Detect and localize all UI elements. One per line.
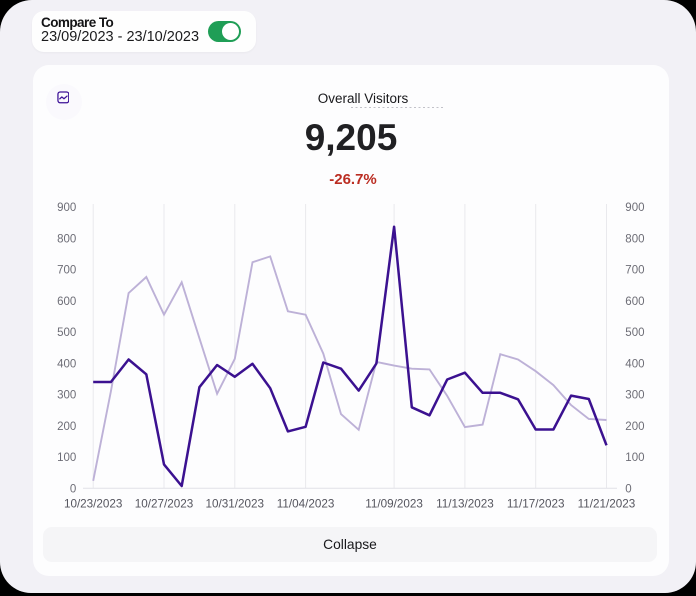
svg-text:800: 800 bbox=[57, 234, 76, 246]
svg-text:700: 700 bbox=[57, 265, 76, 277]
svg-text:11/21/2023: 11/21/2023 bbox=[578, 498, 636, 511]
svg-text:100: 100 bbox=[625, 452, 644, 464]
svg-text:10/27/2023: 10/27/2023 bbox=[135, 498, 194, 511]
svg-text:400: 400 bbox=[57, 358, 76, 370]
svg-text:200: 200 bbox=[57, 421, 76, 433]
svg-text:0: 0 bbox=[70, 483, 76, 495]
svg-text:11/17/2023: 11/17/2023 bbox=[507, 498, 565, 511]
svg-text:500: 500 bbox=[625, 327, 644, 339]
svg-text:11/04/2023: 11/04/2023 bbox=[277, 498, 335, 511]
svg-text:900: 900 bbox=[57, 202, 76, 214]
svg-text:0: 0 bbox=[625, 483, 631, 495]
svg-text:800: 800 bbox=[625, 234, 644, 246]
svg-text:300: 300 bbox=[625, 390, 644, 402]
svg-text:10/31/2023: 10/31/2023 bbox=[206, 498, 265, 511]
svg-text:600: 600 bbox=[57, 296, 76, 308]
svg-text:100: 100 bbox=[57, 452, 76, 464]
svg-text:11/13/2023: 11/13/2023 bbox=[436, 498, 494, 511]
svg-text:11/09/2023: 11/09/2023 bbox=[365, 498, 423, 511]
svg-text:700: 700 bbox=[625, 265, 644, 277]
svg-text:300: 300 bbox=[57, 390, 76, 402]
svg-text:500: 500 bbox=[57, 327, 76, 339]
svg-text:900: 900 bbox=[625, 202, 644, 214]
svg-text:200: 200 bbox=[625, 421, 644, 433]
svg-text:600: 600 bbox=[625, 296, 644, 308]
svg-text:400: 400 bbox=[625, 358, 644, 370]
svg-text:10/23/2023: 10/23/2023 bbox=[64, 498, 123, 511]
